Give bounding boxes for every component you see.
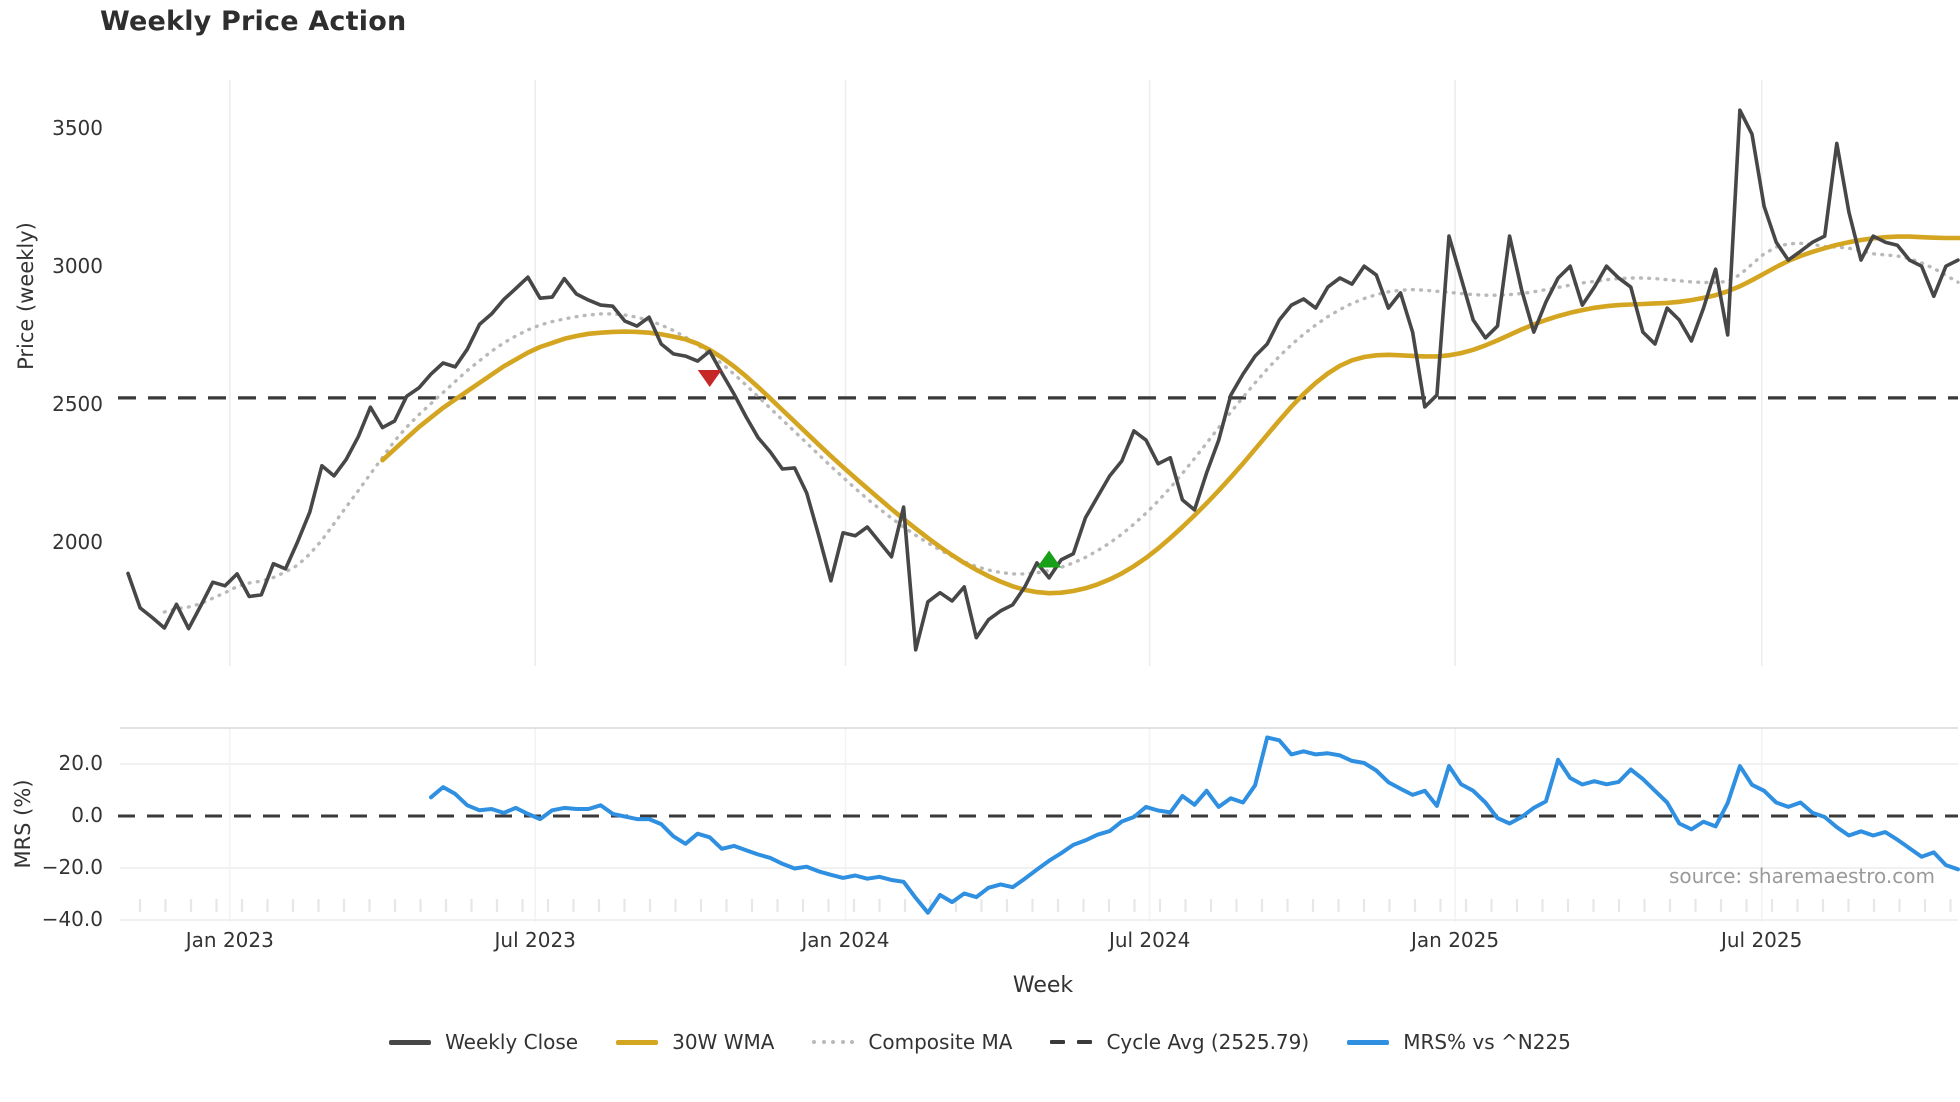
- legend-label: Cycle Avg (2525.79): [1106, 1030, 1310, 1054]
- source-attribution: source: sharemaestro.com: [1669, 864, 1935, 888]
- price-tick-2000: 2000: [52, 530, 103, 554]
- legend-label: Weekly Close: [445, 1030, 579, 1054]
- x-axis-label: Week: [1012, 973, 1074, 998]
- chart-title: Weekly Price Action: [100, 6, 407, 37]
- buy-signal-marker: [1037, 550, 1062, 568]
- legend-item-0: Weekly Close: [389, 1030, 578, 1054]
- mrs-line: [429, 735, 1960, 915]
- chart-legend: Weekly Close 30W WMA Composite MA Cycle Avg…: [0, 1030, 1960, 1054]
- mrs-tick-−40.0: −40.0: [41, 907, 103, 931]
- mrs-tick-−20.0: −20.0: [41, 855, 103, 879]
- legend-item-3: Cycle Avg (2525.79): [1050, 1030, 1309, 1054]
- legend-label: MRS% vs ^N225: [1403, 1030, 1571, 1054]
- mrs-tick-0.0: 0.0: [71, 803, 103, 827]
- legend-swatch-solid: [389, 1039, 432, 1045]
- legend-swatch-solid: [1347, 1039, 1390, 1045]
- weekly-close-line: [126, 108, 1960, 652]
- legend-swatch-dashed: [1050, 1039, 1093, 1045]
- date-tick-Jan-2024: Jan 2024: [801, 928, 890, 952]
- legend-label: Composite MA: [868, 1030, 1013, 1054]
- legend-item-1: 30W WMA: [616, 1030, 774, 1054]
- composite-ma-line: [162, 241, 1960, 614]
- date-tick-Jul-2023: Jul 2023: [494, 928, 576, 952]
- price-tick-3500: 3500: [52, 116, 103, 140]
- price-tick-2500: 2500: [52, 392, 103, 416]
- price-axis-label: Price (weekly): [14, 222, 38, 370]
- date-tick-Jan-2023: Jan 2023: [185, 928, 274, 952]
- legend-swatch-solid: [616, 1039, 659, 1045]
- price-tick-3000: 3000: [52, 254, 103, 278]
- mrs-tick-20.0: 20.0: [58, 751, 103, 775]
- date-tick-Jul-2025: Jul 2025: [1720, 928, 1803, 952]
- legend-item-4: MRS% vs ^N225: [1347, 1030, 1571, 1054]
- legend-label: 30W WMA: [672, 1030, 775, 1054]
- legend-swatch-dotted: [812, 1040, 855, 1044]
- date-tick-Jan-2025: Jan 2025: [1411, 928, 1500, 952]
- legend-item-2: Composite MA: [812, 1030, 1012, 1054]
- wma-30w-line: [380, 234, 1960, 596]
- sell-signal-marker: [697, 369, 722, 387]
- date-tick-Jul-2024: Jul 2024: [1108, 928, 1191, 952]
